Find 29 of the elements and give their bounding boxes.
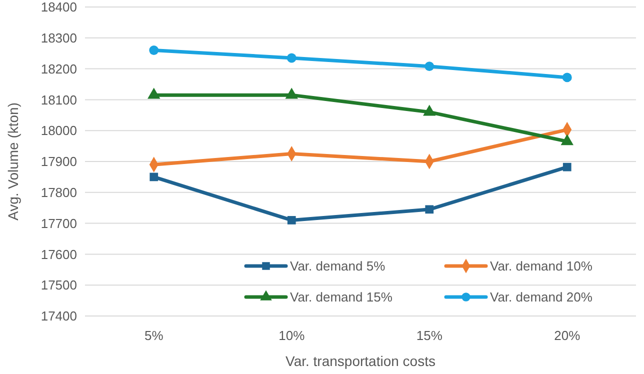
point <box>562 162 572 172</box>
x-tick-label: 15% <box>416 328 443 343</box>
x-tick-label: 10% <box>278 328 306 343</box>
point <box>287 216 296 224</box>
legend-label: Var. demand 10% <box>490 258 593 274</box>
point <box>424 62 434 72</box>
y-tick-label: 17500 <box>40 278 77 293</box>
y-tick-label: 17400 <box>40 308 77 324</box>
legend-label: Var. demand 15% <box>290 290 393 305</box>
point <box>286 53 296 63</box>
legend-label: Var. demand 20% <box>490 290 593 305</box>
y-tick-label: 18400 <box>40 0 77 15</box>
x-tick-label: 5% <box>144 328 164 343</box>
legend-label: Var. demand 5% <box>290 258 386 274</box>
y-tick-label: 18200 <box>40 61 77 76</box>
y-tick-label: 18000 <box>40 123 77 138</box>
y-tick-label: 17900 <box>40 154 77 170</box>
y-tick-label: 17800 <box>40 184 77 200</box>
y-axis-title: Avg. Volume (kton) <box>5 102 21 221</box>
point <box>149 46 159 55</box>
y-tick-label: 17600 <box>40 246 77 262</box>
x-axis-title: Var. transportation costs <box>286 353 436 369</box>
point <box>425 205 434 214</box>
y-tick-label: 17700 <box>40 216 77 231</box>
point <box>562 72 572 82</box>
y-tick-label: 18300 <box>40 30 77 46</box>
y-tick-label: 18100 <box>40 92 77 108</box>
point <box>150 172 158 182</box>
x-tick-label: 20% <box>554 328 581 343</box>
